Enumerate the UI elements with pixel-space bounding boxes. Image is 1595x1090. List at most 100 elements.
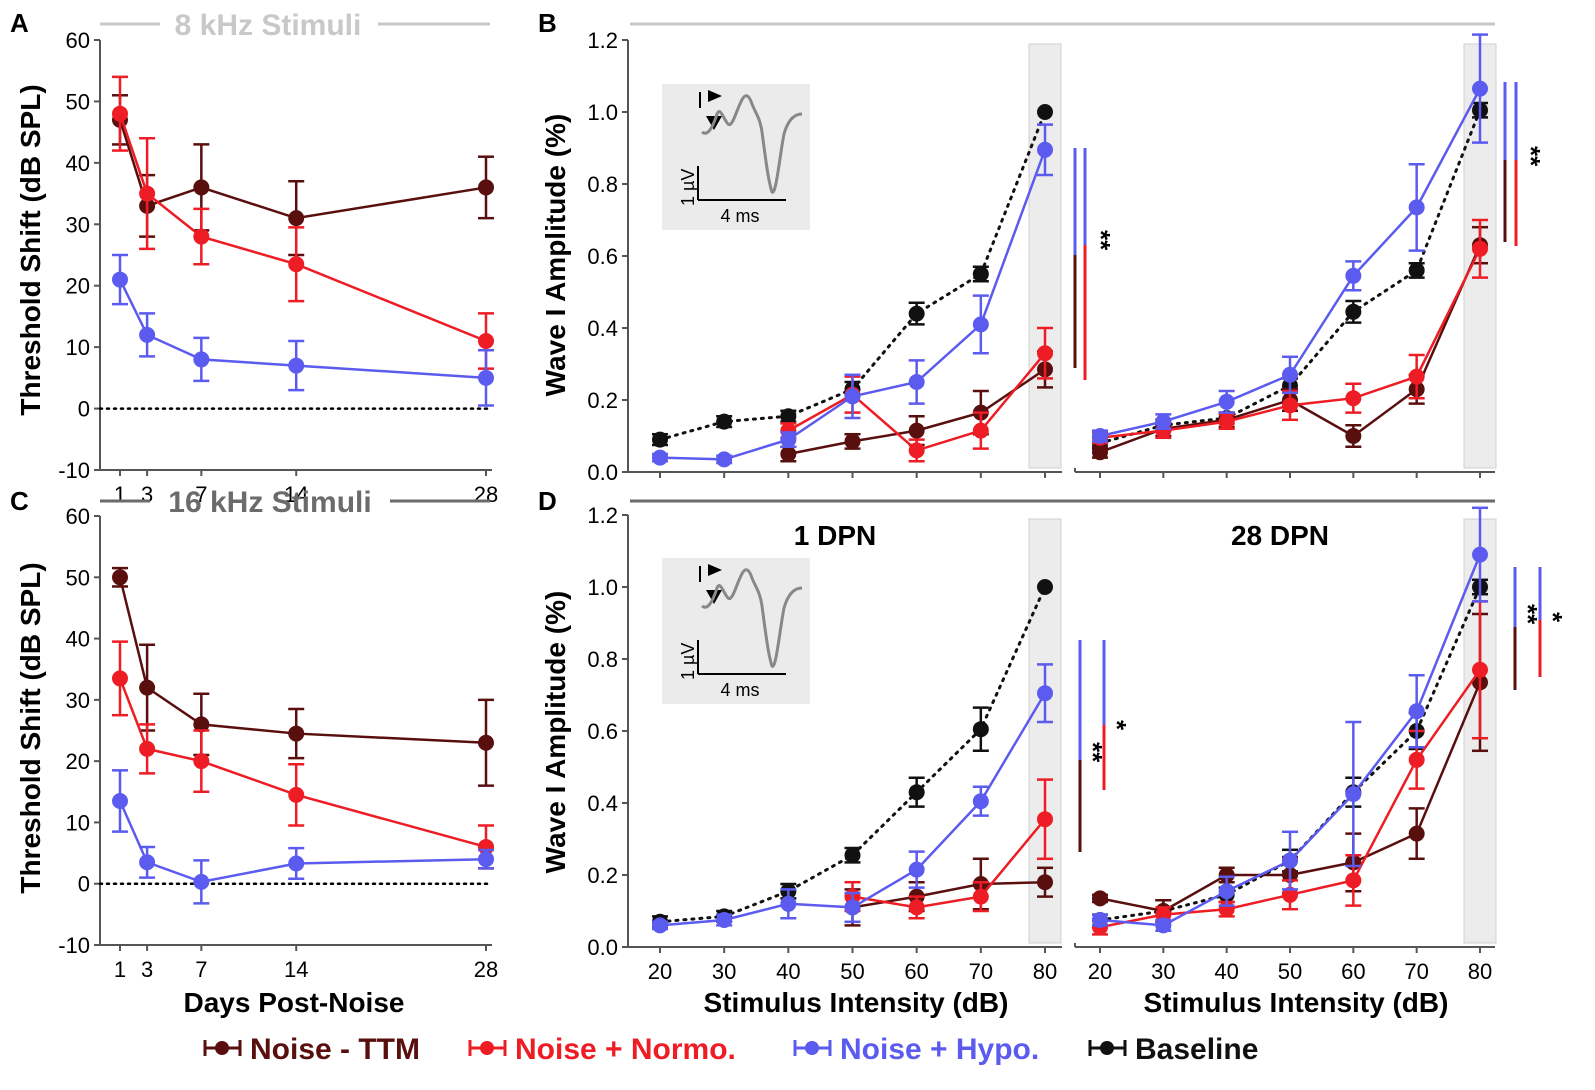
d-28dpn-noise-hypo-point-2: [1218, 883, 1235, 900]
b-1dpn-baseline-point-2: [780, 408, 797, 425]
d-1dpn-noise-hypo-point-6: [1037, 685, 1053, 702]
a-noise-normo-point-3: [288, 256, 305, 273]
b-1dpn-ytick-label-6: 1.2: [587, 28, 618, 53]
text-layer: A B C D 8 kHz Stimuli 16 kHz Stimuli 1 D…: [10, 8, 1568, 1066]
title-28dpn: 28 DPN: [1231, 520, 1329, 551]
a-xtick-label-0: 1: [114, 482, 126, 507]
b-28dpn-noise-ttm-point-0: [1092, 444, 1108, 461]
d-1dpn-baseline-point-3: [844, 847, 861, 864]
a-ytick-label-1: 0: [78, 397, 90, 422]
b-1dpn-baseline-point-4: [908, 305, 925, 322]
c-noise-normo-point-1: [139, 740, 156, 757]
c-noise-normo-line: [118, 677, 488, 849]
b-1dpn-noise-normo-point-4: [1037, 345, 1053, 362]
a-noise-hypo-point-2: [193, 351, 210, 368]
c-noise-normo-point-3: [288, 786, 305, 803]
b-1dpn-ytick-label-1: 0.2: [587, 388, 618, 413]
c-noise-hypo-point-4: [478, 851, 494, 868]
c-noise-ttm-point-0: [112, 569, 128, 586]
a-noise-ttm-point-3: [288, 210, 305, 227]
a-ytick-label-5: 40: [66, 151, 90, 176]
sig-b28-stars: **: [1516, 146, 1546, 167]
d-1dpn-noise-ttm-line: [851, 880, 1047, 909]
d-28dpn-noise-normo-point-3: [1282, 886, 1298, 903]
d-28dpn-xtick-label-2: 40: [1214, 959, 1238, 984]
legend-label-hypo: Noise + Hypo.: [840, 1033, 1039, 1066]
d-1dpn-baseline-point-4: [908, 784, 925, 801]
b-1dpn-ytick-label-5: 1.0: [587, 100, 618, 125]
b-1dpn-noise-ttm-point-2: [908, 422, 925, 439]
d-1dpn-noise-ttm-point-3: [1037, 874, 1053, 891]
a-ytick-label-2: 10: [66, 335, 90, 360]
d-28dpn-xtick-label-5: 70: [1404, 959, 1428, 984]
d-1dpn-xtick-label-3: 50: [840, 959, 864, 984]
d-1dpn-xtick-label-5: 70: [969, 959, 993, 984]
inset-d-peak-arrow: [708, 564, 722, 576]
sig-d1-stars-b: *: [1102, 720, 1132, 731]
c-noise-hypo-line: [118, 799, 488, 884]
a-noise-hypo-point-0: [112, 271, 128, 288]
panel-letter-c: C: [10, 486, 29, 516]
b-1dpn-ytick-label-0: 0.0: [587, 460, 618, 485]
d-28dpn-noise-ttm-point-2: [1218, 867, 1235, 883]
d-28dpn-xtick-label-1: 30: [1151, 959, 1175, 984]
d-28dpn-noise-normo-point-6: [1472, 661, 1488, 678]
d-28dpn-noise-hypo-point-0: [1092, 912, 1108, 928]
b-1dpn-ytick-label-4: 0.8: [587, 172, 618, 197]
d-28dpn-xtick-label-0: 20: [1088, 959, 1112, 984]
d-1dpn-noise-hypo-point-4: [908, 861, 925, 878]
c-xtick-label-4: 28: [474, 957, 498, 982]
d-28dpn-noise-ttm-point-5: [1408, 825, 1425, 842]
c-noise-ttm-point-1: [139, 679, 156, 696]
b-28dpn-noise-hypo-point-4: [1345, 267, 1362, 284]
d-1dpn-noise-normo-line: [851, 817, 1047, 909]
c-noise-normo-point-2: [193, 753, 210, 770]
legend-label-ttm: Noise - TTM: [250, 1033, 420, 1066]
b-1dpn-ytick-label-2: 0.4: [587, 316, 618, 341]
legend-marker-baseline: [1100, 1041, 1114, 1055]
title-1dpn: 1 DPN: [794, 520, 876, 551]
a-noise-ttm-point-2: [193, 179, 210, 196]
a-noise-normo-point-2: [193, 228, 210, 245]
inset-b-amp-label: 1 µV: [678, 169, 698, 206]
d-28dpn-noise-hypo-point-4: [1345, 786, 1362, 802]
b-1dpn-noise-ttm-point-1: [844, 433, 861, 450]
c-noise-hypo-point-3: [288, 855, 305, 872]
b-28dpn-noise-normo-point-6: [1472, 240, 1488, 257]
d-1dpn-noise-normo-point-1: [908, 899, 925, 916]
b-1dpn-baseline-point-5: [972, 266, 989, 282]
d-1dpn-ytick-label-2: 0.4: [587, 791, 618, 816]
legend-marker-hypo: [805, 1041, 819, 1055]
d-1dpn-ytick-label-5: 1.0: [587, 575, 618, 600]
xlabel-c: Days Post-Noise: [184, 987, 405, 1018]
d-28dpn-xtick-label-4: 60: [1341, 959, 1365, 984]
inset-b-time-label: 4 ms: [720, 206, 759, 226]
c-noise-hypo-point-1: [139, 854, 156, 871]
c-xtick-label-1: 3: [141, 957, 153, 982]
b-28dpn-noise-normo-point-3: [1282, 397, 1298, 414]
shade-layer: [1028, 43, 1497, 944]
mark-layer: [112, 33, 1488, 936]
b-28dpn-noise-normo-point-2: [1218, 413, 1235, 430]
c-noise-hypo-point-0: [112, 792, 128, 809]
a-ytick-label-3: 20: [66, 274, 90, 299]
b-1dpn-noise-hypo-point-5: [972, 316, 989, 333]
a-xtick-label-3: 14: [284, 482, 308, 507]
inset-d-waveform: [701, 568, 803, 668]
sig-d1-stars-a: **: [1078, 742, 1108, 763]
b-1dpn-noise-hypo-point-4: [908, 374, 925, 390]
b-28dpn-baseline-point-5: [1408, 262, 1425, 279]
d-28dpn-xtick-label-6: 80: [1468, 959, 1492, 984]
header-8k: 8 kHz Stimuli: [175, 9, 362, 42]
a-noise-hypo-point-4: [478, 369, 494, 386]
a-xtick-label-4: 28: [474, 482, 498, 507]
a-noise-normo-point-4: [478, 333, 494, 349]
sig-d28-stars-a: **: [1513, 604, 1543, 625]
legend-marker-ttm: [215, 1041, 229, 1055]
a-ytick-label-4: 30: [66, 212, 90, 237]
sig-d-1dpn: ** *: [1078, 640, 1132, 852]
c-noise-ttm-point-3: [288, 725, 305, 742]
d-1dpn-noise-hypo-point-2: [780, 895, 797, 912]
b-28dpn-noise-hypo-point-6: [1472, 80, 1488, 97]
